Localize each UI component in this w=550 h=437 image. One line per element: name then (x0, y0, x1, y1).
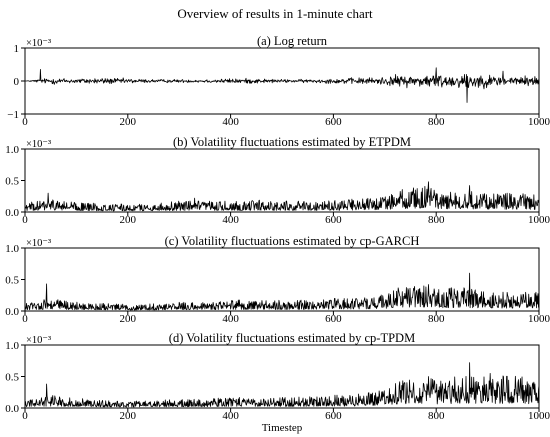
x-tick-label: 600 (325, 214, 342, 226)
axes-frame (24, 148, 540, 213)
x-tick-label: 0 (22, 214, 28, 226)
x-tick-label: 1000 (528, 116, 550, 128)
scale-exponent-label: ×10⁻³ (26, 335, 51, 346)
y-tick-label: 0.5 (5, 372, 19, 384)
x-tick-label: 400 (222, 313, 239, 325)
x-tick-label: 600 (325, 410, 342, 422)
x-tick-label: 1000 (528, 410, 550, 422)
figure-title: Overview of results in 1-minute chart (177, 6, 373, 21)
x-tick-label: 1000 (528, 313, 550, 325)
scale-exponent-label: ×10⁻³ (26, 139, 51, 150)
y-tick-label: 0.5 (5, 275, 19, 287)
y-tick-label: 0.0 (5, 207, 19, 219)
x-tick-label: 0 (22, 313, 28, 325)
x-tick-label: 1000 (528, 214, 550, 226)
x-tick-label: 400 (222, 116, 239, 128)
x-tick-label: 200 (120, 410, 137, 422)
x-tick-label: 400 (222, 410, 239, 422)
axes-frame (24, 247, 540, 312)
chart-panel-3: 0 200 400 600 800 1000 0.0 0.5 1.0 ×10⁻³ (c) Volat… (5, 234, 550, 325)
x-tick-label: 200 (120, 116, 137, 128)
chart-panel-1: 0 200 400 600 800 1000−101 ×10⁻³ (a) Log return (7, 34, 550, 128)
y-tick-label: 1.0 (5, 243, 19, 255)
series-line-4 (24, 362, 540, 408)
panel-title: (b) Volatility fluctuations estimated by… (173, 135, 411, 149)
x-tick-label: 600 (325, 313, 342, 325)
chart-panel-2: 0 200 400 600 800 1000 0.0 0.5 1.0 ×10⁻³ (b) Volat… (5, 135, 550, 226)
panel-title: (c) Volatility fluctuations estimated by… (165, 234, 420, 248)
y-tick-label: 0 (14, 76, 20, 88)
y-tick-label: 1.0 (5, 144, 19, 156)
series-line-2 (24, 181, 540, 212)
y-tick-label: 0.0 (5, 306, 19, 318)
y-tick-label: 0.0 (5, 403, 19, 415)
x-axis-label: Timestep (262, 422, 303, 434)
x-tick-label: 800 (428, 313, 445, 325)
series-line-1 (24, 67, 540, 103)
x-tick-label: 400 (222, 214, 239, 226)
x-tick-label: 800 (428, 214, 445, 226)
x-tick-label: 0 (22, 116, 28, 128)
x-tick-label: 800 (428, 116, 445, 128)
y-tick-label: −1 (7, 109, 19, 121)
y-tick-label: 0.5 (5, 176, 19, 188)
scale-exponent-label: ×10⁻³ (26, 238, 51, 249)
panel-title: (a) Log return (257, 34, 328, 48)
x-tick-label: 200 (120, 214, 137, 226)
x-tick-label: 200 (120, 313, 137, 325)
x-tick-label: 600 (325, 116, 342, 128)
series-line-3 (24, 272, 540, 311)
y-tick-label: 1 (14, 43, 20, 55)
panel-title: (d) Volatility fluctuations estimated by… (169, 331, 415, 345)
x-tick-label: 0 (22, 410, 28, 422)
x-tick-label: 800 (428, 410, 445, 422)
scale-exponent-label: ×10⁻³ (26, 38, 51, 49)
y-tick-label: 1.0 (5, 340, 19, 352)
chart-panel-4: 0 200 400 600 800 1000 0.0 0.5 1.0 ×10⁻³ (d) Volat… (5, 331, 550, 434)
